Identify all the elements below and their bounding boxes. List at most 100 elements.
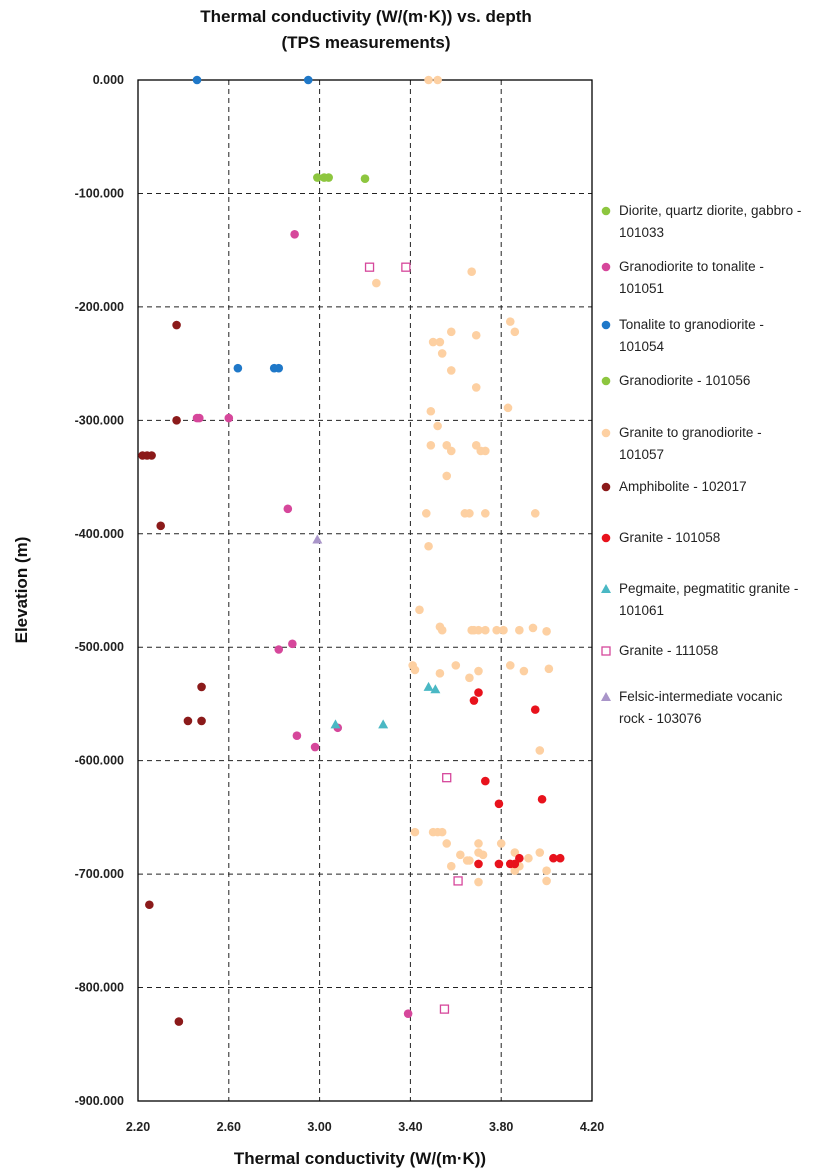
x-tick-label: 2.20 — [126, 1120, 150, 1134]
legend-label: 101051 — [619, 281, 664, 296]
data-point — [410, 827, 420, 837]
data-point — [544, 664, 554, 674]
data-point — [542, 876, 551, 886]
data-points — [138, 75, 565, 1026]
data-point — [474, 839, 483, 848]
data-point — [290, 229, 299, 239]
data-point — [474, 877, 483, 887]
data-point — [469, 696, 479, 705]
y-tick-label: -200.000 — [75, 300, 124, 314]
data-point — [494, 859, 504, 869]
data-point — [446, 446, 456, 456]
legend-label: 101061 — [619, 603, 664, 618]
data-point — [428, 337, 438, 347]
data-point — [433, 421, 442, 431]
x-tick-label: 4.20 — [580, 1120, 604, 1134]
data-point — [462, 856, 472, 865]
data-point — [481, 625, 490, 635]
data-point — [492, 625, 501, 635]
y-tick-label: -400.000 — [75, 527, 124, 541]
y-tick-label: -900.000 — [75, 1094, 124, 1108]
legend-marker — [601, 646, 611, 656]
data-point — [401, 262, 411, 272]
data-point — [446, 366, 456, 375]
data-point — [535, 746, 545, 755]
data-point — [156, 521, 165, 531]
chart-title-line-2: (TPS measurements) — [281, 33, 450, 52]
data-point — [446, 327, 456, 337]
data-point — [324, 173, 333, 182]
data-point — [274, 645, 284, 654]
data-point — [515, 853, 524, 863]
data-point — [430, 684, 441, 694]
data-point — [456, 850, 465, 860]
data-point — [555, 853, 565, 863]
data-point — [372, 278, 381, 288]
data-point — [192, 413, 202, 423]
data-point — [474, 666, 483, 676]
data-point — [535, 848, 545, 857]
legend-marker — [601, 262, 611, 272]
data-point — [465, 673, 474, 683]
legend-marker — [601, 584, 611, 593]
data-point — [437, 625, 447, 635]
data-point — [442, 839, 452, 848]
data-point — [292, 731, 302, 741]
legend-marker — [601, 376, 611, 386]
axis-ticks: 2.20 2.60 3.00 3.40 3.80 4.20 0.000 -100.000 -20… — [75, 73, 605, 1134]
data-point — [274, 363, 284, 373]
data-point — [172, 416, 181, 425]
data-point — [313, 173, 322, 182]
legend-label: Granodiorite to tonalite - — [619, 259, 764, 274]
data-point — [147, 451, 156, 460]
legend-label: Pegmaite, pegmatitic granite - — [619, 581, 798, 596]
data-point — [330, 719, 341, 729]
x-tick-label: 3.00 — [307, 1120, 331, 1134]
legend-label: Diorite, quartz diorite, gabbro - — [619, 203, 801, 218]
data-point — [446, 861, 456, 871]
x-tick-label: 3.40 — [398, 1120, 422, 1134]
data-point — [471, 330, 481, 340]
data-point — [442, 773, 452, 783]
data-point — [474, 848, 483, 857]
chart-title-line-1: Thermal conductivity (W/(m·K)) vs. depth — [200, 7, 532, 26]
data-point — [515, 625, 524, 635]
legend-label: Felsic-intermediate vocanic — [619, 689, 783, 704]
data-point — [233, 363, 243, 373]
data-point — [528, 623, 538, 633]
data-point — [303, 75, 313, 85]
data-point — [288, 639, 297, 649]
data-point — [192, 75, 202, 85]
x-tick-label: 2.60 — [217, 1120, 241, 1134]
data-point — [505, 661, 515, 670]
data-point — [435, 337, 445, 347]
data-point — [310, 742, 320, 752]
data-point — [439, 1004, 450, 1014]
data-point — [283, 504, 293, 514]
data-point — [426, 406, 436, 416]
data-point — [415, 605, 424, 615]
y-tick-label: 0.000 — [93, 73, 124, 87]
plot-area-frame — [137, 79, 593, 1102]
data-point — [496, 839, 506, 848]
data-point — [378, 719, 389, 729]
y-tick-label: -800.000 — [75, 981, 124, 995]
legend-label: rock - 103076 — [619, 711, 702, 726]
data-point — [424, 541, 433, 551]
legend-label: 101057 — [619, 447, 664, 462]
data-point — [530, 509, 540, 518]
data-point — [499, 625, 508, 635]
legend-label: Amphibolite - 102017 — [619, 479, 747, 494]
data-point — [183, 716, 193, 726]
data-point — [542, 627, 551, 636]
data-point — [481, 776, 490, 786]
legend-label: Granite - 101058 — [619, 530, 720, 545]
data-point — [471, 383, 481, 392]
y-tick-label: -300.000 — [75, 413, 124, 427]
data-point — [510, 327, 520, 337]
data-point — [145, 900, 154, 910]
data-point — [423, 681, 434, 691]
data-point — [424, 75, 433, 85]
data-point — [174, 1017, 184, 1026]
data-point — [224, 413, 234, 423]
